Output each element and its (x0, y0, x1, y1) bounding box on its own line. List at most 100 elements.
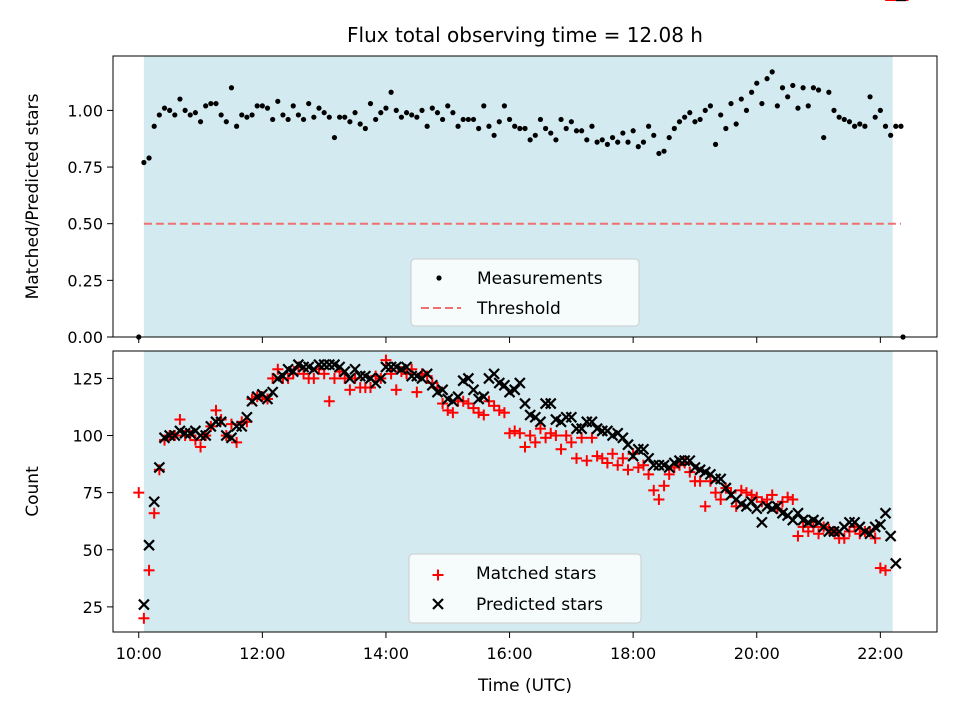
measurement-point (306, 100, 312, 107)
measurement-point (872, 114, 878, 120)
matched-star-point (524, 430, 536, 442)
y-tick-label: 25 (83, 598, 103, 617)
matched-star-point (766, 489, 778, 501)
top-panel: 0.00 0.25 0.50 0.75 1.00 Matched/Predicted s… (23, 55, 938, 347)
measurement-point (182, 107, 188, 113)
matched-star-point (473, 407, 485, 419)
measurement-point (141, 159, 147, 166)
measurement-point (625, 139, 631, 145)
predicted-star-point (508, 384, 521, 396)
predicted-star-point (498, 379, 511, 392)
measurement-point (512, 123, 518, 129)
measurement-point (517, 125, 523, 132)
matched-star-point (344, 384, 356, 396)
measurement-point (769, 69, 775, 75)
measurement-point (733, 121, 739, 127)
matched-star-point (565, 436, 577, 448)
measurement-point (857, 121, 863, 127)
measurement-point (285, 116, 291, 123)
matched-star-point (390, 384, 402, 396)
measurement-point (826, 89, 832, 95)
legend-box (410, 258, 640, 327)
predicted-star-point (514, 377, 526, 389)
legend-label-measurements: Measurements (477, 269, 603, 289)
measurement-point (440, 116, 446, 123)
chart-title: Flux total observing time = 12.08 h (347, 23, 703, 47)
measurement-point (460, 116, 466, 123)
predicted-star-point (235, 420, 248, 433)
measurement-point (774, 103, 780, 109)
matched-star-point (838, 532, 850, 544)
predicted-star-point (488, 368, 500, 380)
measurement-point (568, 119, 574, 125)
predicted-star-point (792, 507, 804, 519)
measurement-point (795, 105, 801, 111)
measurement-point (486, 123, 492, 129)
matched-star-point (328, 372, 340, 384)
measurement-point (156, 112, 162, 118)
measurement-point (393, 107, 399, 113)
matched-star-point (637, 459, 649, 471)
measurement-point (362, 125, 368, 132)
measurement-point (398, 114, 404, 120)
measurement-point (213, 100, 219, 107)
measurement-point (640, 139, 647, 145)
matched-star-point (699, 500, 711, 512)
matched-star-point (478, 409, 490, 421)
measurement-point (671, 125, 677, 132)
measurement-point (228, 85, 235, 91)
x-axis: 10:00 12:00 14:00 16:00 18:00 20:00 22:00 (116, 632, 903, 663)
predicted-star-point (143, 539, 155, 551)
measurement-point (620, 130, 626, 136)
measurement-point (754, 80, 760, 86)
matched-star-point (607, 448, 619, 460)
predicted-star-point (241, 411, 253, 424)
measurement-point (187, 112, 193, 118)
predicted-star-point (750, 502, 763, 515)
top-x-ticks (138, 337, 881, 343)
predicted-star-point (617, 432, 629, 444)
matched-star-point (740, 487, 752, 499)
measurement-point (316, 105, 322, 111)
predicted-star-point (153, 461, 166, 474)
top-y-axis-label: Matched/Predicted stars (23, 93, 43, 299)
predicted-star-point (215, 416, 227, 428)
predicted-star-point (586, 416, 598, 428)
measurement-point (270, 116, 276, 123)
predicted-star-point (879, 507, 892, 519)
measurement-point (151, 123, 157, 129)
predicted-star-point (467, 384, 480, 396)
predicted-star-point (684, 454, 696, 467)
predicted-star-point (720, 482, 732, 494)
measurement-point (522, 125, 528, 132)
measurement-point (409, 112, 415, 118)
measurement-point (779, 85, 786, 91)
measurement-point (604, 141, 611, 147)
matched-star-point (504, 427, 516, 439)
matched-star-point (514, 427, 526, 439)
measurement-point (177, 96, 183, 102)
measurement-point (249, 112, 255, 118)
measurement-point (197, 119, 204, 125)
matched-star-point (493, 404, 505, 416)
predicted-star-point (199, 429, 212, 442)
measurement-point (682, 114, 688, 120)
measurement-point (476, 125, 482, 132)
x-tick-label: 20:00 (734, 644, 780, 663)
matched-star-point (710, 487, 722, 499)
predicted-star-point (266, 386, 279, 398)
measurement-point (594, 139, 600, 145)
matched-star-point (746, 489, 758, 501)
matched-star-point (591, 450, 603, 462)
measurement-point (543, 125, 549, 132)
measurement-point (805, 103, 811, 109)
measurement-point (563, 125, 569, 132)
measurement-point (738, 96, 744, 102)
predicted-star-point (714, 473, 727, 485)
measurement-point (573, 128, 580, 134)
predicted-star-point (787, 514, 799, 526)
matched-star-point (519, 441, 531, 453)
measurement-point (378, 110, 384, 116)
x-tick-label: 14:00 (363, 644, 409, 663)
measurement-point (815, 87, 822, 93)
